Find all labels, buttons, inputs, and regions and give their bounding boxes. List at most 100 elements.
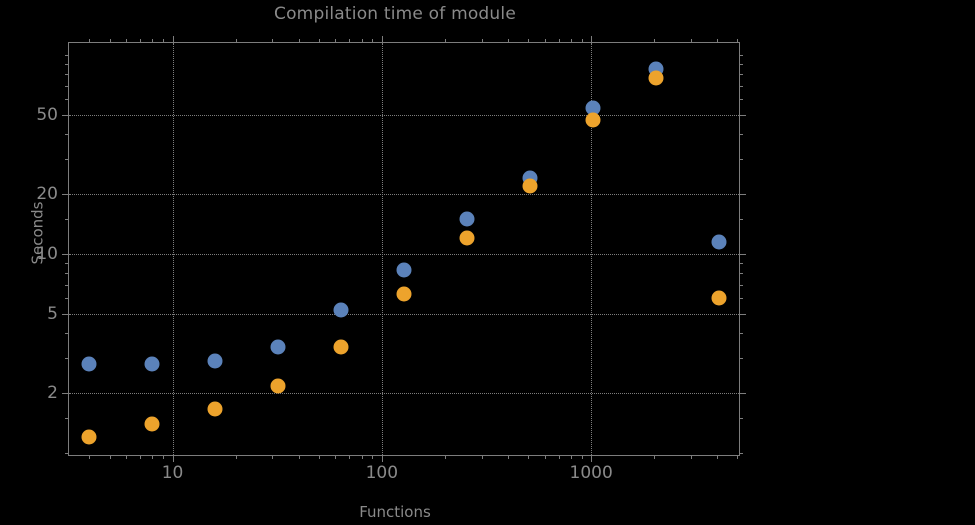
x-axis-minor-tick — [507, 455, 509, 459]
y-axis-tick-right — [739, 313, 746, 315]
x-axis-minor-tick — [361, 455, 363, 459]
data-point[interactable] — [81, 356, 97, 372]
x-axis-minor-tick-top — [126, 39, 128, 43]
data-point[interactable] — [459, 211, 475, 227]
y-axis-tick — [62, 392, 69, 394]
x-axis-minor-tick — [444, 455, 446, 459]
x-axis-minor-tick — [298, 455, 300, 459]
y-axis-minor-tick-right — [739, 99, 743, 101]
data-point[interactable] — [711, 234, 727, 250]
y-axis-minor-tick — [65, 284, 69, 286]
x-axis-minor-tick-top — [691, 39, 692, 43]
y-axis-tick-right — [739, 392, 746, 394]
x-axis-minor-tick — [372, 455, 374, 459]
y-gridline — [69, 114, 739, 116]
x-axis-tick-top — [381, 36, 383, 43]
y-axis-minor-tick — [65, 85, 69, 87]
x-axis-minor-tick — [272, 455, 274, 459]
y-axis-minor-tick-right — [739, 218, 743, 220]
y-axis-minor-tick — [65, 74, 69, 76]
y-axis-minor-tick — [65, 262, 69, 264]
data-point[interactable] — [207, 353, 223, 369]
x-gridline — [172, 43, 174, 455]
y-axis-tick — [62, 114, 69, 116]
y-axis-minor-tick-right — [739, 452, 743, 454]
x-axis-tick-label: 1000 — [569, 463, 613, 483]
y-axis-minor-tick — [65, 55, 69, 57]
data-point[interactable] — [459, 230, 475, 246]
data-point[interactable] — [81, 429, 97, 445]
y-axis-tick-label: 20 — [36, 183, 58, 204]
data-point[interactable] — [585, 112, 601, 128]
data-point[interactable] — [396, 286, 412, 302]
x-axis-minor-tick-top — [737, 39, 739, 43]
x-axis-tick — [381, 455, 383, 462]
x-axis-minor-tick — [717, 455, 719, 459]
x-axis-minor-tick — [570, 455, 572, 459]
x-axis-minor-tick-top — [272, 39, 274, 43]
data-point[interactable] — [648, 70, 664, 86]
data-point[interactable] — [711, 290, 727, 306]
y-gridline — [69, 253, 739, 255]
x-axis-minor-tick — [581, 455, 583, 459]
y-axis-minor-tick-right — [739, 297, 743, 299]
y-axis-minor-tick-right — [739, 85, 743, 87]
y-axis-minor-tick — [65, 218, 69, 220]
data-point[interactable] — [396, 262, 412, 278]
y-axis-tick-label: 5 — [47, 303, 58, 324]
x-axis-minor-tick — [558, 455, 560, 459]
y-axis-minor-tick-right — [739, 55, 743, 57]
y-axis-minor-tick-right — [739, 417, 743, 419]
y-axis-tick-label: 10 — [36, 243, 58, 264]
data-point[interactable] — [333, 339, 349, 355]
data-point[interactable] — [144, 416, 160, 432]
x-axis-minor-tick — [691, 455, 692, 459]
y-gridline — [69, 193, 739, 195]
y-axis-minor-tick-right — [739, 262, 743, 264]
x-axis-minor-tick — [528, 455, 530, 459]
x-axis-minor-tick-top — [507, 39, 509, 43]
data-point[interactable] — [585, 100, 601, 116]
data-point[interactable] — [522, 178, 538, 194]
plot-area: 2 5 10 20 50 10 100 1000 — [36, 36, 746, 483]
y-axis-tick — [62, 193, 69, 195]
x-axis-title: Functions — [359, 503, 431, 521]
x-axis-minor-tick — [737, 455, 739, 459]
y-axis-minor-tick-right — [739, 284, 743, 286]
x-axis-minor-tick — [89, 455, 91, 459]
x-axis-tick-top — [591, 36, 593, 43]
data-point[interactable] — [207, 401, 223, 417]
x-axis-tick — [591, 455, 593, 462]
y-axis-minor-tick — [65, 273, 69, 275]
x-axis-minor-tick — [654, 455, 656, 459]
x-axis-minor-tick — [109, 455, 111, 459]
data-point[interactable] — [270, 339, 286, 355]
x-axis-minor-tick-top — [318, 39, 320, 43]
y-axis-tick-right — [739, 193, 746, 195]
y-axis-minor-tick — [65, 158, 69, 160]
x-axis-minor-tick — [335, 455, 337, 459]
y-axis-minor-tick — [65, 332, 69, 334]
x-axis-minor-tick — [349, 455, 351, 459]
x-axis-minor-tick-top — [558, 39, 560, 43]
y-axis-tick-right — [739, 253, 746, 255]
x-axis-minor-tick-top — [140, 39, 142, 43]
data-point[interactable] — [333, 302, 349, 318]
x-axis-minor-tick — [126, 455, 128, 459]
y-axis-tick — [62, 313, 69, 315]
y-axis-minor-tick — [65, 297, 69, 299]
x-axis-minor-tick-top — [89, 39, 91, 43]
y-axis-tick-right — [739, 114, 746, 116]
data-point[interactable] — [270, 378, 286, 394]
x-axis-minor-tick-top — [717, 39, 719, 43]
x-axis-minor-tick-top — [528, 39, 530, 43]
x-axis-minor-tick-top — [162, 39, 164, 43]
chart-title: Compilation time of module — [274, 4, 516, 24]
y-axis-minor-tick-right — [739, 134, 743, 136]
x-axis-minor-tick-top — [481, 39, 483, 43]
y-gridline — [69, 313, 739, 315]
x-axis-minor-tick — [481, 455, 483, 459]
data-point[interactable] — [144, 356, 160, 372]
x-axis-minor-tick — [318, 455, 320, 459]
